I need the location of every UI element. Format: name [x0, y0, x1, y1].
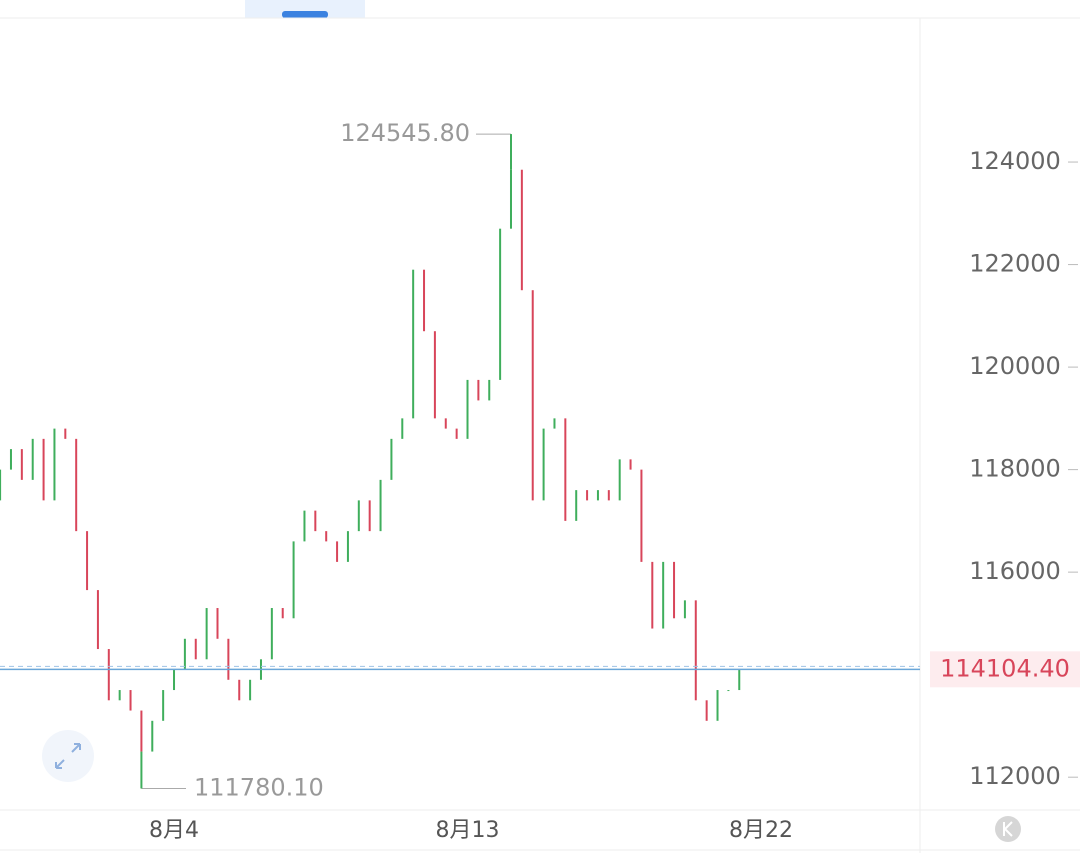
candle	[64, 428, 67, 439]
max-label: 124545.80	[340, 119, 470, 147]
candle	[564, 418, 567, 521]
y-tick-label: 122000	[969, 250, 1061, 278]
candle	[118, 690, 121, 701]
candle	[238, 679, 241, 701]
candle	[401, 418, 404, 439]
y-tick-label: 124000	[969, 147, 1061, 175]
candle	[86, 531, 89, 591]
candle	[173, 669, 176, 691]
candle	[0, 469, 2, 501]
candle	[499, 228, 502, 380]
candle	[640, 469, 643, 562]
candle	[205, 608, 208, 660]
candle	[716, 690, 719, 721]
candle	[433, 331, 436, 419]
y-tick-label: 116000	[969, 557, 1061, 585]
candle	[520, 169, 523, 291]
candle	[227, 638, 230, 680]
candle	[455, 428, 458, 439]
candle	[423, 269, 426, 332]
candle	[129, 690, 132, 711]
candle	[629, 459, 632, 470]
candle	[270, 608, 273, 660]
candle	[444, 418, 447, 429]
candle	[20, 449, 23, 480]
candle	[31, 438, 34, 480]
last-price-tag	[930, 651, 1080, 688]
expand-icon	[55, 743, 81, 769]
k-button[interactable]	[995, 816, 1021, 842]
x-tick-label: 8月13	[436, 818, 500, 843]
y-tick-label: 112000	[969, 762, 1061, 790]
candle	[553, 418, 556, 429]
candle	[140, 710, 143, 752]
last-price-label: 114104.40	[940, 654, 1070, 682]
x-tick-label: 8月4	[149, 818, 199, 843]
candle	[216, 608, 219, 639]
candle	[249, 679, 252, 701]
candle	[390, 438, 393, 480]
candle	[531, 290, 534, 501]
candle	[683, 600, 686, 619]
candle	[281, 608, 284, 619]
candle	[325, 531, 328, 542]
candle	[694, 600, 697, 701]
candle	[662, 561, 665, 629]
candle	[575, 490, 578, 521]
candle	[673, 561, 676, 619]
candle	[586, 490, 589, 501]
candle	[412, 269, 415, 419]
candle	[151, 720, 154, 752]
candle	[314, 510, 317, 532]
candle	[738, 669, 741, 691]
candle	[75, 438, 78, 532]
candle	[379, 479, 382, 532]
candle	[336, 541, 339, 562]
tab-highlight[interactable]	[245, 0, 365, 18]
candle	[542, 428, 545, 501]
candle	[651, 561, 654, 629]
candle	[618, 459, 621, 501]
candle	[303, 510, 306, 542]
candle	[705, 700, 708, 721]
candle	[9, 449, 12, 470]
tab-indicator	[282, 11, 328, 18]
candle	[509, 169, 512, 229]
candle	[162, 690, 165, 721]
candle	[477, 379, 480, 401]
expand-button[interactable]	[42, 730, 94, 782]
candle	[107, 649, 110, 701]
x-tick-label: 8月22	[729, 818, 793, 843]
y-tick-label: 118000	[969, 455, 1061, 483]
candle	[727, 690, 730, 692]
candle	[466, 379, 469, 439]
y-tick-label: 120000	[969, 352, 1061, 380]
candle	[607, 490, 610, 501]
k-icon	[1003, 821, 1013, 837]
candle	[53, 428, 56, 501]
candle	[42, 438, 45, 501]
candle	[357, 500, 360, 532]
candle	[346, 531, 349, 562]
candle	[596, 490, 599, 501]
min-label: 111780.10	[194, 773, 324, 801]
candle	[96, 590, 99, 650]
candle	[194, 638, 197, 660]
candle	[368, 500, 371, 532]
candle	[488, 379, 491, 401]
candle	[183, 638, 186, 670]
candle	[292, 541, 295, 619]
